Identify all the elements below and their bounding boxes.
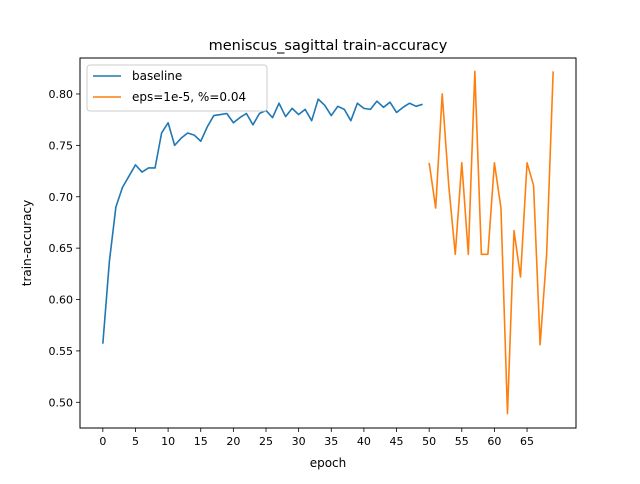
y-tick-label: 0.80 bbox=[49, 88, 74, 101]
y-tick-label: 0.50 bbox=[49, 396, 74, 409]
y-tick-label: 0.70 bbox=[49, 191, 74, 204]
x-tick-label: 20 bbox=[226, 435, 240, 448]
chart-title: meniscus_sagittal train-accuracy bbox=[209, 38, 448, 54]
x-axis-label: epoch bbox=[310, 456, 347, 470]
x-tick-label: 15 bbox=[194, 435, 208, 448]
y-tick-label: 0.75 bbox=[49, 139, 74, 152]
y-tick-label: 0.60 bbox=[49, 294, 74, 307]
x-tick-label: 45 bbox=[390, 435, 404, 448]
x-tick-label: 5 bbox=[132, 435, 139, 448]
legend-label-0: baseline bbox=[132, 69, 182, 83]
x-tick-label: 60 bbox=[487, 435, 501, 448]
y-tick-label: 0.55 bbox=[49, 345, 74, 358]
series-line-0 bbox=[102, 98, 423, 344]
y-axis-label: train-accuracy bbox=[20, 200, 34, 286]
y-tick-label: 0.65 bbox=[49, 242, 74, 255]
x-tick-label: 55 bbox=[455, 435, 469, 448]
plot-frame bbox=[79, 57, 577, 429]
x-tick-label: 30 bbox=[292, 435, 306, 448]
x-tick-label: 10 bbox=[161, 435, 175, 448]
x-tick-label: 40 bbox=[357, 435, 371, 448]
legend: baseline eps=1e-5, %=0.04 bbox=[86, 64, 268, 112]
x-tick-label: 25 bbox=[259, 435, 273, 448]
x-tick-label: 0 bbox=[99, 435, 106, 448]
x-tick-label: 50 bbox=[422, 435, 436, 448]
legend-box bbox=[86, 64, 268, 112]
series-line-1 bbox=[428, 70, 554, 415]
x-tick-label: 65 bbox=[520, 435, 534, 448]
x-tick-label: 35 bbox=[324, 435, 338, 448]
y-axis: 0.50 0.55 0.60 0.65 0.70 0.75 0.80 bbox=[49, 88, 80, 409]
plot-area bbox=[102, 70, 554, 415]
legend-label-1: eps=1e-5, %=0.04 bbox=[132, 90, 246, 104]
x-axis: 0 5 10 15 20 25 30 35 40 45 50 55 60 65 bbox=[99, 428, 534, 448]
